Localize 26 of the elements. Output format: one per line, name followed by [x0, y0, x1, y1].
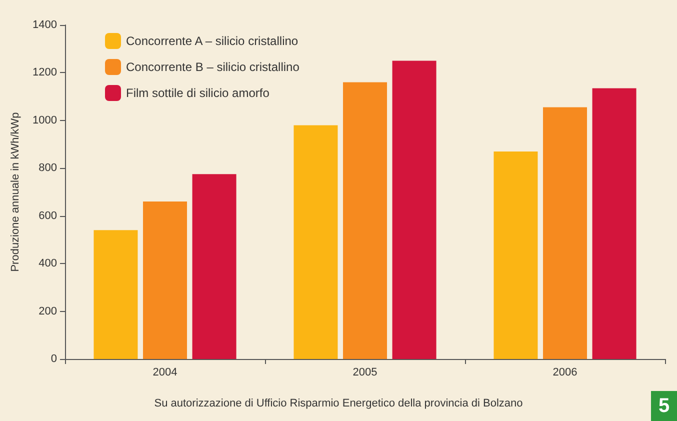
- bar: [143, 202, 187, 359]
- y-tick-label: 0: [50, 353, 57, 365]
- bar: [192, 174, 236, 359]
- bar: [543, 107, 587, 359]
- bar: [294, 125, 338, 359]
- bar: [392, 60, 436, 359]
- bar: [343, 82, 387, 359]
- text: 5: [651, 391, 677, 421]
- text: Su autorizzazione di Ufficio Risparmio Energetico della provincia di Bolzano: [154, 398, 523, 410]
- x-tick-label: 2004: [152, 366, 178, 378]
- y-tick-label: 200: [38, 305, 57, 318]
- legend-label: Concorrente B – silicio cristallino: [126, 60, 300, 74]
- y-tick-label: 1000: [32, 114, 57, 126]
- y-tick-label: 1200: [32, 66, 57, 79]
- x-tick-label: 2005: [352, 366, 378, 378]
- bar: [94, 230, 138, 359]
- bar: [494, 151, 538, 359]
- y-tick-label: 600: [38, 210, 57, 222]
- x-tick-label: 2006: [552, 366, 578, 378]
- y-tick-label: 1400: [32, 19, 57, 31]
- y-tick-label: 400: [38, 258, 57, 270]
- y-axis-title: Produzione annuale in kWh/kWp: [10, 112, 22, 272]
- bar: [592, 88, 636, 359]
- y-tick-label: 800: [38, 162, 57, 174]
- legend-label: Concorrente A – silicio cristallino: [126, 34, 298, 48]
- legend-label: Film sottile di silicio amorfo: [126, 86, 270, 100]
